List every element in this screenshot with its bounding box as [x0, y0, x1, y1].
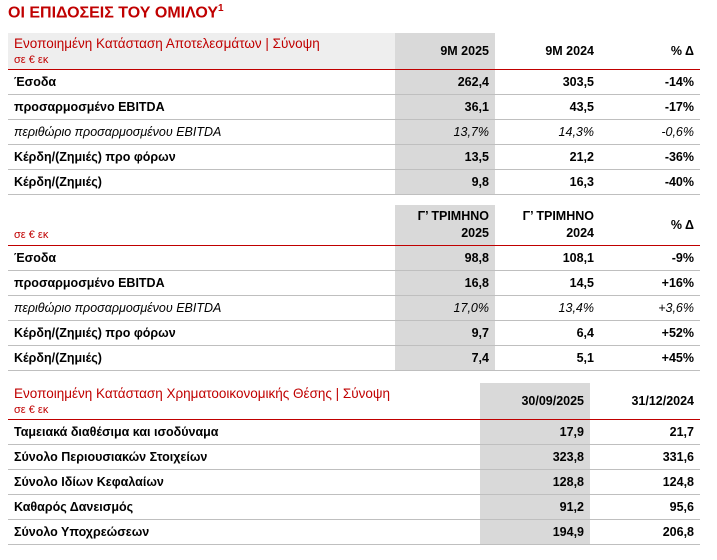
unit-label: σε € εκ	[14, 404, 49, 416]
row-label: προσαρμοσμένο EBITDA	[8, 270, 395, 296]
row-label: περιθώριο προσαρμοσμένου EBITDA	[8, 295, 395, 321]
cell-value: 16,3	[495, 169, 600, 195]
column-header: 9Μ 2025	[395, 33, 495, 70]
data-table: Ενοποιημένη Κατάσταση Χρηματοοικονομικής…	[8, 383, 700, 545]
cell-value: -36%	[600, 144, 700, 170]
cell-value: 262,4	[395, 69, 495, 95]
cell-value: 108,1	[495, 245, 600, 271]
cell-value: 14,5	[495, 270, 600, 296]
cell-value: +45%	[600, 345, 700, 371]
cell-value: 5,1	[495, 345, 600, 371]
cell-value: 95,6	[590, 494, 700, 520]
title-note: 1	[218, 3, 224, 14]
cell-value: 323,8	[480, 444, 590, 470]
table-row: προσαρμοσμένο EBITDA 36,1 43,5 -17%	[8, 94, 700, 120]
row-label: Κέρδη/(Ζημιές)	[8, 169, 395, 195]
row-label: Σύνολο Ιδίων Κεφαλαίων	[8, 469, 480, 495]
cell-value: -9%	[600, 245, 700, 271]
row-label: προσαρμοσμένο EBITDA	[8, 94, 395, 120]
cell-value: 303,5	[495, 69, 600, 95]
cell-value: 13,5	[395, 144, 495, 170]
cell-value: 7,4	[395, 345, 495, 371]
cell-value: 91,2	[480, 494, 590, 520]
table-row: Σύνολο Υποχρεώσεων 194,9 206,8	[8, 519, 700, 545]
cell-value: -17%	[600, 94, 700, 120]
cell-value: 43,5	[495, 94, 600, 120]
cell-value: +3,6%	[600, 295, 700, 321]
header-label: Ενοποιημένη Κατάσταση Αποτελεσμάτων | Σύ…	[8, 33, 395, 70]
column-header: % Δ	[600, 33, 700, 70]
header-row: Ενοποιημένη Κατάσταση Χρηματοοικονομικής…	[8, 383, 700, 420]
cell-value: 98,8	[395, 245, 495, 271]
row-label: Ταμειακά διαθέσιμα και ισοδύναμα	[8, 419, 480, 445]
table-row: Καθαρός Δανεισμός 91,2 95,6	[8, 494, 700, 520]
data-table: σε € εκ Γ’ ΤΡΙΜΗΝΟ 2025 Γ’ ΤΡΙΜΗΝΟ 2024% Δ…	[8, 205, 700, 371]
cell-value: +52%	[600, 320, 700, 346]
row-label: Σύνολο Περιουσιακών Στοιχείων	[8, 444, 480, 470]
row-label: περιθώριο προσαρμοσμένου EBITDA	[8, 119, 395, 145]
table-row: Κέρδη/(Ζημιές) προ φόρων 13,5 21,2 -36%	[8, 144, 700, 170]
cell-value: 21,7	[590, 419, 700, 445]
cell-value: 14,3%	[495, 119, 600, 145]
table-row: Κέρδη/(Ζημιές) προ φόρων 9,7 6,4 +52%	[8, 320, 700, 346]
cell-value: 9,8	[395, 169, 495, 195]
unit-label: σε € εκ	[14, 229, 49, 241]
row-label: Έσοδα	[8, 69, 395, 95]
column-header: % Δ	[600, 205, 700, 246]
cell-value: 124,8	[590, 469, 700, 495]
header-row: Ενοποιημένη Κατάσταση Αποτελεσμάτων | Σύ…	[8, 33, 700, 70]
header-row: σε € εκ Γ’ ΤΡΙΜΗΝΟ 2025 Γ’ ΤΡΙΜΗΝΟ 2024% Δ	[8, 205, 700, 246]
column-header: Γ’ ΤΡΙΜΗΝΟ 2024	[495, 205, 600, 246]
cell-value: 16,8	[395, 270, 495, 296]
cell-value: 17,9	[480, 419, 590, 445]
table-row: Ταμειακά διαθέσιμα και ισοδύναμα 17,9 21,7	[8, 419, 700, 445]
column-header: 30/09/2025	[480, 383, 590, 420]
cell-value: 13,4%	[495, 295, 600, 321]
cell-value: 9,7	[395, 320, 495, 346]
table-row: Σύνολο Ιδίων Κεφαλαίων 128,8 124,8	[8, 469, 700, 495]
page-title: ΟΙ ΕΠΙΔΟΣΕΙΣ ΤΟΥ ΟΜΙΛΟΥ1	[8, 3, 224, 22]
cell-value: 36,1	[395, 94, 495, 120]
table-row: Έσοδα 262,4 303,5 -14%	[8, 69, 700, 95]
cell-value: 128,8	[480, 469, 590, 495]
table-title: Ενοποιημένη Κατάσταση Χρηματοοικονομικής…	[14, 386, 391, 401]
header-label: σε € εκ	[8, 205, 395, 246]
row-label: Έσοδα	[8, 245, 395, 271]
table-row: προσαρμοσμένο EBITDA 16,8 14,5 +16%	[8, 270, 700, 296]
unit-label: σε € εκ	[14, 54, 49, 66]
column-header: 31/12/2024	[590, 383, 700, 420]
cell-value: 17,0%	[395, 295, 495, 321]
row-label: Καθαρός Δανεισμός	[8, 494, 480, 520]
cell-value: 21,2	[495, 144, 600, 170]
column-header: 9Μ 2024	[495, 33, 600, 70]
table-row: Σύνολο Περιουσιακών Στοιχείων 323,8 331,6	[8, 444, 700, 470]
cell-value: 13,7%	[395, 119, 495, 145]
table-row: Έσοδα 98,8 108,1 -9%	[8, 245, 700, 271]
cell-value: -40%	[600, 169, 700, 195]
cell-value: -14%	[600, 69, 700, 95]
table-row: Κέρδη/(Ζημιές) 9,8 16,3 -40%	[8, 169, 700, 195]
table-title: Ενοποιημένη Κατάσταση Αποτελεσμάτων | Σύ…	[14, 36, 320, 51]
cell-value: 6,4	[495, 320, 600, 346]
cell-value: +16%	[600, 270, 700, 296]
data-table: Ενοποιημένη Κατάσταση Αποτελεσμάτων | Σύ…	[8, 33, 700, 195]
row-label: Κέρδη/(Ζημιές) προ φόρων	[8, 320, 395, 346]
title-text: ΟΙ ΕΠΙΔΟΣΕΙΣ ΤΟΥ ΟΜΙΛΟΥ	[8, 4, 219, 22]
table-row: Κέρδη/(Ζημιές) 7,4 5,1 +45%	[8, 345, 700, 371]
cell-value: -0,6%	[600, 119, 700, 145]
cell-value: 194,9	[480, 519, 590, 545]
column-header: Γ’ ΤΡΙΜΗΝΟ 2025	[395, 205, 495, 246]
row-label: Κέρδη/(Ζημιές)	[8, 345, 395, 371]
row-label: Σύνολο Υποχρεώσεων	[8, 519, 480, 545]
table-row: περιθώριο προσαρμοσμένου EBITDA 13,7% 14,3…	[8, 119, 700, 145]
row-label: Κέρδη/(Ζημιές) προ φόρων	[8, 144, 395, 170]
cell-value: 206,8	[590, 519, 700, 545]
table-row: περιθώριο προσαρμοσμένου EBITDA 17,0% 13,4…	[8, 295, 700, 321]
cell-value: 331,6	[590, 444, 700, 470]
header-label: Ενοποιημένη Κατάσταση Χρηματοοικονομικής…	[8, 383, 480, 420]
